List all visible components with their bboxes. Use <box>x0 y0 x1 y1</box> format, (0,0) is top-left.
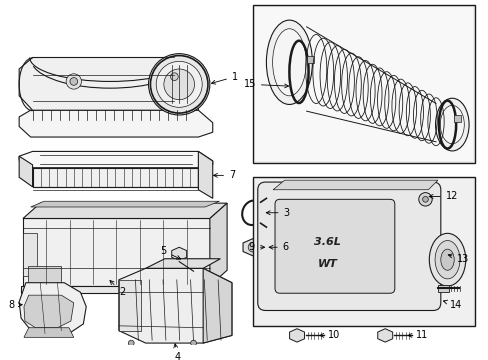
Polygon shape <box>24 295 74 328</box>
Text: 3: 3 <box>266 208 289 218</box>
Polygon shape <box>33 168 198 187</box>
Bar <box>306 55 314 63</box>
Circle shape <box>70 78 78 85</box>
Text: 6: 6 <box>268 242 288 252</box>
Polygon shape <box>19 156 33 187</box>
Circle shape <box>163 69 194 100</box>
Polygon shape <box>19 110 212 137</box>
Bar <box>252 5 474 163</box>
FancyBboxPatch shape <box>274 199 394 293</box>
Text: 4: 4 <box>173 344 180 360</box>
Polygon shape <box>209 203 226 285</box>
Polygon shape <box>23 233 37 276</box>
Polygon shape <box>19 152 212 168</box>
Polygon shape <box>28 266 61 285</box>
Bar <box>453 115 460 122</box>
Bar <box>254 179 472 324</box>
Text: 8: 8 <box>8 300 22 310</box>
Polygon shape <box>198 152 212 198</box>
Polygon shape <box>24 328 74 337</box>
Polygon shape <box>19 283 86 333</box>
Circle shape <box>156 61 202 107</box>
Polygon shape <box>23 219 209 285</box>
Ellipse shape <box>272 29 305 96</box>
Text: WT: WT <box>317 260 337 270</box>
Ellipse shape <box>434 240 459 279</box>
Circle shape <box>128 340 134 346</box>
Ellipse shape <box>266 20 312 104</box>
Circle shape <box>418 193 431 206</box>
Polygon shape <box>171 247 186 261</box>
Ellipse shape <box>440 249 453 270</box>
Polygon shape <box>289 329 304 342</box>
Ellipse shape <box>439 105 463 144</box>
Text: 9: 9 <box>248 242 264 252</box>
Polygon shape <box>203 268 231 343</box>
Circle shape <box>190 340 196 346</box>
Polygon shape <box>119 280 141 330</box>
Text: 10: 10 <box>319 330 339 341</box>
Ellipse shape <box>435 98 468 151</box>
Circle shape <box>170 73 178 81</box>
FancyBboxPatch shape <box>257 182 440 310</box>
Polygon shape <box>31 201 219 207</box>
Text: 15: 15 <box>243 79 288 89</box>
Polygon shape <box>145 259 220 268</box>
Text: 13: 13 <box>447 254 468 264</box>
Circle shape <box>248 242 257 252</box>
Polygon shape <box>21 285 211 293</box>
Text: 3.6L: 3.6L <box>314 238 341 247</box>
Bar <box>252 177 474 326</box>
Polygon shape <box>119 268 231 343</box>
Text: 14: 14 <box>443 300 462 310</box>
Ellipse shape <box>428 233 465 286</box>
Circle shape <box>66 74 81 89</box>
Bar <box>254 7 472 161</box>
Text: 1: 1 <box>211 72 238 84</box>
Circle shape <box>422 197 427 202</box>
Text: 2: 2 <box>110 280 125 297</box>
Polygon shape <box>243 239 263 256</box>
Polygon shape <box>19 58 198 110</box>
Polygon shape <box>23 203 226 219</box>
Text: 11: 11 <box>407 330 427 341</box>
Circle shape <box>148 54 209 115</box>
Polygon shape <box>273 180 437 190</box>
Polygon shape <box>377 329 392 342</box>
Text: 7: 7 <box>213 170 235 180</box>
Bar <box>437 285 448 292</box>
Text: 5: 5 <box>160 246 180 259</box>
Text: 12: 12 <box>428 192 457 202</box>
